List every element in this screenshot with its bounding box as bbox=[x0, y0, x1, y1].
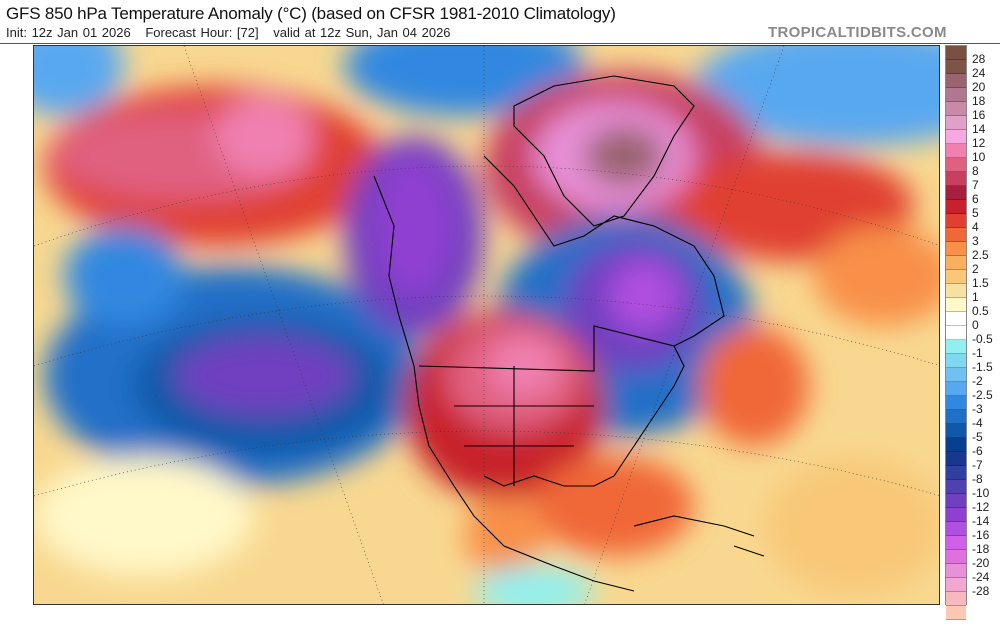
colorbar-label: 0 bbox=[972, 318, 979, 332]
colorbar-segment bbox=[946, 466, 966, 480]
colorbar-label: -4 bbox=[972, 416, 983, 430]
colorbar-segment bbox=[946, 424, 966, 438]
colorbar-label: 8 bbox=[972, 164, 979, 178]
colorbar-segment bbox=[946, 368, 966, 382]
map-subtitle: Init: 12z Jan 01 2026 Forecast Hour: [72… bbox=[6, 25, 461, 40]
colorbar-segment bbox=[946, 382, 966, 396]
colorbar-segment bbox=[946, 46, 966, 60]
colorbar-label: -18 bbox=[972, 542, 990, 556]
colorbar-segment bbox=[946, 452, 966, 466]
colorbar-segment bbox=[946, 410, 966, 424]
colorbar-label: -1 bbox=[972, 346, 983, 360]
colorbar-segment bbox=[946, 270, 966, 284]
colorbar-label: -3 bbox=[972, 402, 983, 416]
colorbar-segment bbox=[946, 480, 966, 494]
colorbar-label: 10 bbox=[972, 150, 986, 164]
colorbar-segment bbox=[946, 522, 966, 536]
colorbar-segment bbox=[946, 326, 966, 340]
colorbar-label: -24 bbox=[972, 570, 990, 584]
colorbar-segment bbox=[946, 172, 966, 186]
colorbar-segment bbox=[946, 508, 966, 522]
colorbar-segment bbox=[946, 578, 966, 592]
colorbar-segment bbox=[946, 88, 966, 102]
colorbar-label: -16 bbox=[972, 528, 990, 542]
colorbar-segment bbox=[946, 312, 966, 326]
colorbar-label: -28 bbox=[972, 584, 990, 598]
colorbar-label: -20 bbox=[972, 556, 990, 570]
coastlines bbox=[373, 75, 765, 592]
colorbar-label: -14 bbox=[972, 514, 990, 528]
colorbar-segment bbox=[946, 284, 966, 298]
colorbar-label: 2 bbox=[972, 262, 979, 276]
colorbar-segment bbox=[946, 438, 966, 452]
colorbar-segment bbox=[946, 396, 966, 410]
colorbar-label: 7 bbox=[972, 178, 979, 192]
map-title: GFS 850 hPa Temperature Anomaly (°C) (ba… bbox=[6, 4, 616, 23]
colorbar-segment bbox=[946, 564, 966, 578]
valid-time: valid at 12z Sun, Jan 04 2026 bbox=[273, 25, 451, 40]
colorbar-segment bbox=[946, 340, 966, 354]
colorbar-segment bbox=[946, 298, 966, 312]
colorbar-label: -2.5 bbox=[972, 388, 993, 402]
colorbar-label: -8 bbox=[972, 472, 983, 486]
brand-watermark: TROPICALTIDBITS.COM bbox=[768, 24, 947, 41]
colorbar-label: -12 bbox=[972, 500, 990, 514]
colorbar-segment bbox=[946, 200, 966, 214]
colorbar-label: 14 bbox=[972, 122, 986, 136]
colorbar bbox=[945, 45, 967, 620]
colorbar-segment bbox=[946, 256, 966, 270]
colorbar-segment bbox=[946, 228, 966, 242]
colorbar-segment bbox=[946, 116, 966, 130]
colorbar-label: 0.5 bbox=[972, 304, 989, 318]
init-time: Init: 12z Jan 01 2026 bbox=[6, 25, 131, 40]
colorbar-segment bbox=[946, 60, 966, 74]
colorbar-label: 16 bbox=[972, 108, 986, 122]
colorbar-segment bbox=[946, 592, 966, 606]
colorbar-label: -0.5 bbox=[972, 332, 993, 346]
anomaly-field bbox=[34, 46, 939, 604]
colorbar-label: -10 bbox=[972, 486, 990, 500]
colorbar-label: 1.5 bbox=[972, 276, 989, 290]
colorbar-label: -2 bbox=[972, 374, 983, 388]
colorbar-segment bbox=[946, 536, 966, 550]
header-divider bbox=[0, 43, 1000, 44]
colorbar-label: 20 bbox=[972, 80, 986, 94]
colorbar-label: -7 bbox=[972, 458, 983, 472]
colorbar-segment bbox=[946, 242, 966, 256]
colorbar-label: 28 bbox=[972, 52, 986, 66]
colorbar-segment bbox=[946, 158, 966, 172]
colorbar-label: 1 bbox=[972, 290, 979, 304]
colorbar-label: 24 bbox=[972, 66, 986, 80]
colorbar-segment bbox=[946, 74, 966, 88]
colorbar-segment bbox=[946, 354, 966, 368]
colorbar-label: -6 bbox=[972, 444, 983, 458]
graticule bbox=[34, 46, 939, 604]
colorbar-label: -1.5 bbox=[972, 360, 993, 374]
colorbar-label: 12 bbox=[972, 136, 986, 150]
forecast-hour: Forecast Hour: [72] bbox=[145, 25, 259, 40]
colorbar-segment bbox=[946, 102, 966, 116]
colorbar-segment bbox=[946, 550, 966, 564]
colorbar-label: 3 bbox=[972, 234, 979, 248]
colorbar-segment bbox=[946, 186, 966, 200]
colorbar-segment bbox=[946, 144, 966, 158]
temperature-anomaly-map bbox=[33, 45, 940, 605]
colorbar-label: 4 bbox=[972, 220, 979, 234]
colorbar-label: -5 bbox=[972, 430, 983, 444]
colorbar-segment bbox=[946, 130, 966, 144]
colorbar-label: 2.5 bbox=[972, 248, 989, 262]
colorbar-label: 6 bbox=[972, 192, 979, 206]
colorbar-segment bbox=[946, 214, 966, 228]
colorbar-segment bbox=[946, 606, 966, 620]
colorbar-label: 18 bbox=[972, 94, 986, 108]
colorbar-label: 5 bbox=[972, 206, 979, 220]
colorbar-segment bbox=[946, 494, 966, 508]
